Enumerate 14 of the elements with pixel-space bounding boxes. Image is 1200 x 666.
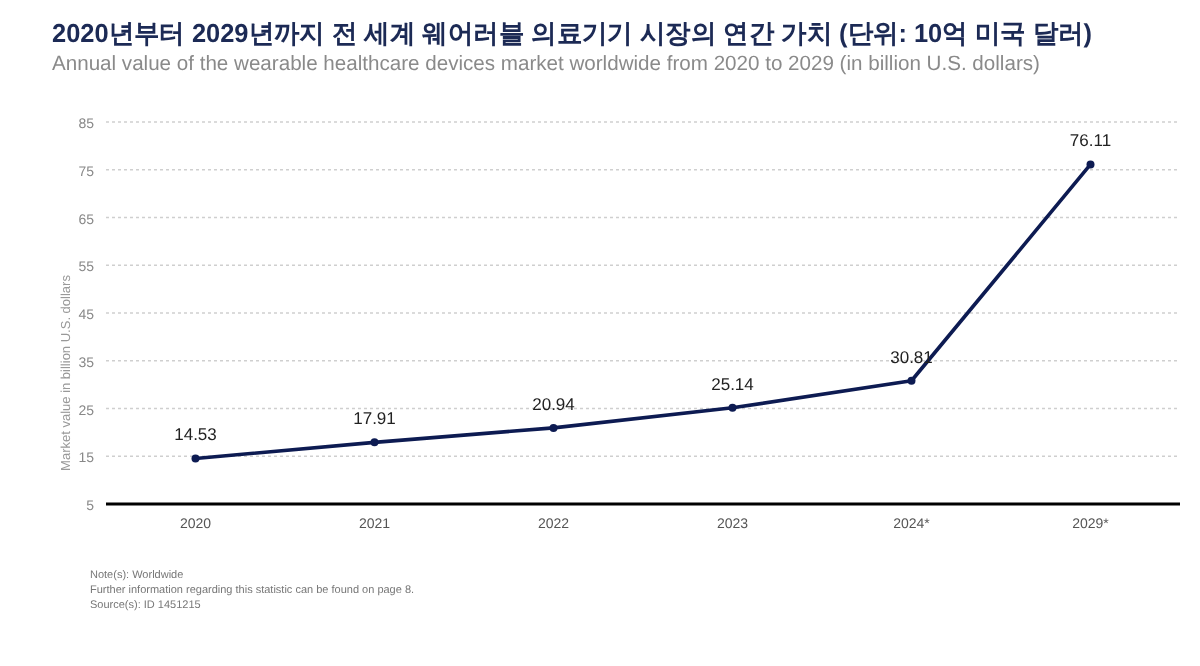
point	[191, 454, 200, 463]
data-label: 17.91	[353, 408, 397, 429]
data-label: 14.53	[174, 424, 218, 445]
point	[370, 438, 379, 447]
point	[1086, 160, 1095, 169]
point	[549, 423, 558, 432]
point	[907, 376, 916, 385]
data-label: 76.11	[1069, 130, 1112, 151]
data-label: 25.14	[711, 373, 755, 394]
data-label: 30.81	[890, 346, 934, 367]
point	[728, 403, 737, 412]
chart-title: 2020년부터 2029년까지 전 세계 웨어러블 의료기기 시장의 연간 가치 (단위: 10억 미국 달러)	[52, 18, 1116, 48]
chart-subtitle: Annual value of the wearable healthcare devices market worldwide from 2020 to 2029 (in billion U.S. dollars)	[52, 54, 1040, 76]
data-label: 20.94	[532, 393, 576, 414]
